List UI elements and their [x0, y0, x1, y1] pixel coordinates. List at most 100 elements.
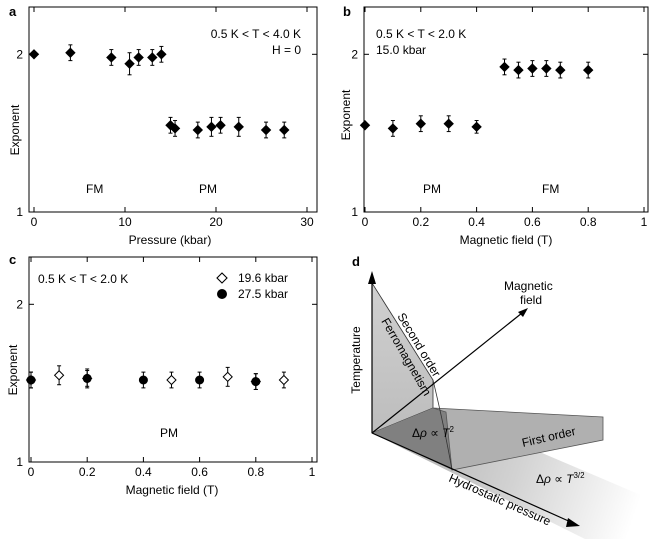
- data-point: [279, 124, 290, 136]
- panel-a-xlabel: Pressure (kbar): [129, 233, 212, 247]
- panel-b-frame: [363, 6, 649, 213]
- temperature-axis-arrow-icon: [368, 271, 376, 284]
- x-tick-label: 0.4: [135, 465, 152, 479]
- x-tick-label: 0.8: [580, 215, 597, 229]
- panel-b-region-pm: PM: [423, 182, 441, 196]
- data-point: [359, 120, 371, 131]
- panel-b-region-fm: FM: [542, 182, 559, 196]
- panel-c-letter: c: [9, 252, 16, 267]
- panel-c-ylabel: Exponent: [6, 344, 20, 395]
- x-tick-label: 1: [641, 215, 648, 229]
- panel-a-frame: [28, 6, 318, 213]
- panel-c-plot: 0 0.2 0.4 0.6 0.8 1 1 2: [16, 257, 317, 479]
- y-tick-label: 1: [16, 205, 23, 219]
- pressure-axis-arrow-icon: [566, 518, 580, 527]
- data-point: [65, 47, 76, 58]
- x-tick-label: 0.2: [412, 215, 429, 229]
- data-point: [222, 371, 233, 383]
- data-point: [195, 375, 205, 385]
- temperature-label: Temperature: [349, 326, 363, 394]
- panel-a-region-fm: FM: [86, 182, 103, 196]
- data-point: [156, 49, 167, 60]
- first-order-sheet: [432, 407, 604, 471]
- x-tick-label: 1: [309, 465, 316, 479]
- data-point: [147, 52, 158, 63]
- x-tick-label: 0: [362, 215, 369, 229]
- data-point: [471, 121, 482, 133]
- x-tick-label: 0: [28, 465, 35, 479]
- panel-b-temp-range: 0.5 K < T < 2.0 K: [376, 27, 466, 41]
- x-tick-label: 0.8: [247, 465, 264, 479]
- y-tick-label: 2: [16, 47, 23, 61]
- legend-27-5-kbar: 27.5 kbar: [238, 287, 288, 301]
- data-point: [415, 118, 427, 129]
- data-point: [233, 121, 244, 133]
- panel-b-pressure-label: 15.0 kbar: [376, 43, 426, 57]
- data-point: [82, 373, 92, 383]
- panel-c-frame: [28, 256, 318, 463]
- panel-a-plot: 0 10 20 30 1 2: [16, 7, 317, 229]
- panel-b-plot: 0 0.2 0.4 0.6 0.8 1 1 2: [351, 7, 648, 229]
- panel-b-ylabel: Exponent: [339, 89, 353, 140]
- magnetic-field-axis: [371, 312, 523, 434]
- data-point: [166, 374, 177, 386]
- panel-c-region-pm: PM: [160, 426, 178, 440]
- y-tick-label: 2: [16, 297, 23, 311]
- magnetic-field-label-line2: field: [520, 293, 542, 307]
- magnetic-field-label-line1: Magnetic: [504, 279, 553, 293]
- panel-a-ylabel: Exponent: [8, 104, 22, 155]
- x-tick-label: 0: [31, 215, 38, 229]
- x-tick-label: 10: [118, 215, 132, 229]
- magnetic-field-axis-arrow-icon: [518, 308, 528, 317]
- data-point: [387, 123, 399, 134]
- data-point: [582, 64, 594, 76]
- panel-a: a 0.5 K < T < 4.0 K H = 0 FM PM Exponent…: [8, 4, 318, 247]
- data-point: [133, 52, 144, 63]
- x-tick-label: 20: [209, 215, 223, 229]
- y-tick-label: 1: [351, 205, 358, 219]
- data-point: [260, 124, 272, 136]
- panel-b-letter: b: [343, 4, 351, 19]
- data-point: [251, 377, 261, 387]
- panel-a-region-pm: PM: [199, 182, 217, 196]
- data-point: [513, 64, 524, 76]
- data-point: [278, 374, 290, 386]
- panel-c-legend: 19.6 kbar 27.5 kbar: [216, 271, 288, 301]
- y-tick-label: 1: [16, 455, 23, 469]
- panel-c-xlabel: Magnetic field (T): [126, 483, 219, 497]
- data-point: [192, 124, 204, 136]
- law-fm-label: Δρ ∝ T2: [412, 425, 454, 440]
- data-point: [555, 64, 566, 76]
- panel-b-xlabel: Magnetic field (T): [460, 233, 553, 247]
- law-pm-label: Δρ ∝ T3/2: [536, 471, 585, 486]
- data-point: [124, 58, 135, 69]
- data-point: [527, 63, 538, 74]
- data-point: [499, 61, 510, 73]
- data-point: [215, 120, 226, 131]
- panel-b: b 0.5 K < T < 2.0 K 15.0 kbar PM FM Expo…: [339, 4, 649, 247]
- ferromagnetic-base: [372, 408, 452, 470]
- x-tick-label: 0.6: [191, 465, 208, 479]
- x-tick-label: 30: [300, 215, 314, 229]
- data-point: [26, 375, 36, 385]
- legend-open-diamond-icon: [216, 272, 228, 284]
- x-tick-label: 0.4: [468, 215, 485, 229]
- phase-boundary-curve: [432, 379, 453, 471]
- data-point: [206, 121, 217, 133]
- panel-d: d Temperature Magnetic field Hydrostatic…: [349, 254, 664, 539]
- data-point: [541, 63, 552, 74]
- panel-c-temp-range: 0.5 K < T < 2.0 K: [38, 272, 128, 286]
- data-point: [443, 118, 454, 129]
- y-tick-label: 2: [351, 47, 358, 61]
- panel-c: c 0.5 K < T < 2.0 K 19.6 kbar 27.5 kbar …: [6, 252, 318, 497]
- legend-filled-circle-icon: [217, 289, 227, 299]
- pressure-axis: [371, 432, 574, 524]
- panel-a-letter: a: [9, 4, 17, 19]
- data-point: [169, 123, 181, 134]
- panel-a-temp-range: 0.5 K < T < 4.0 K: [211, 27, 301, 41]
- data-point: [53, 370, 65, 381]
- data-point: [28, 49, 40, 60]
- data-point: [138, 375, 148, 385]
- legend-19-6-kbar: 19.6 kbar: [238, 271, 288, 285]
